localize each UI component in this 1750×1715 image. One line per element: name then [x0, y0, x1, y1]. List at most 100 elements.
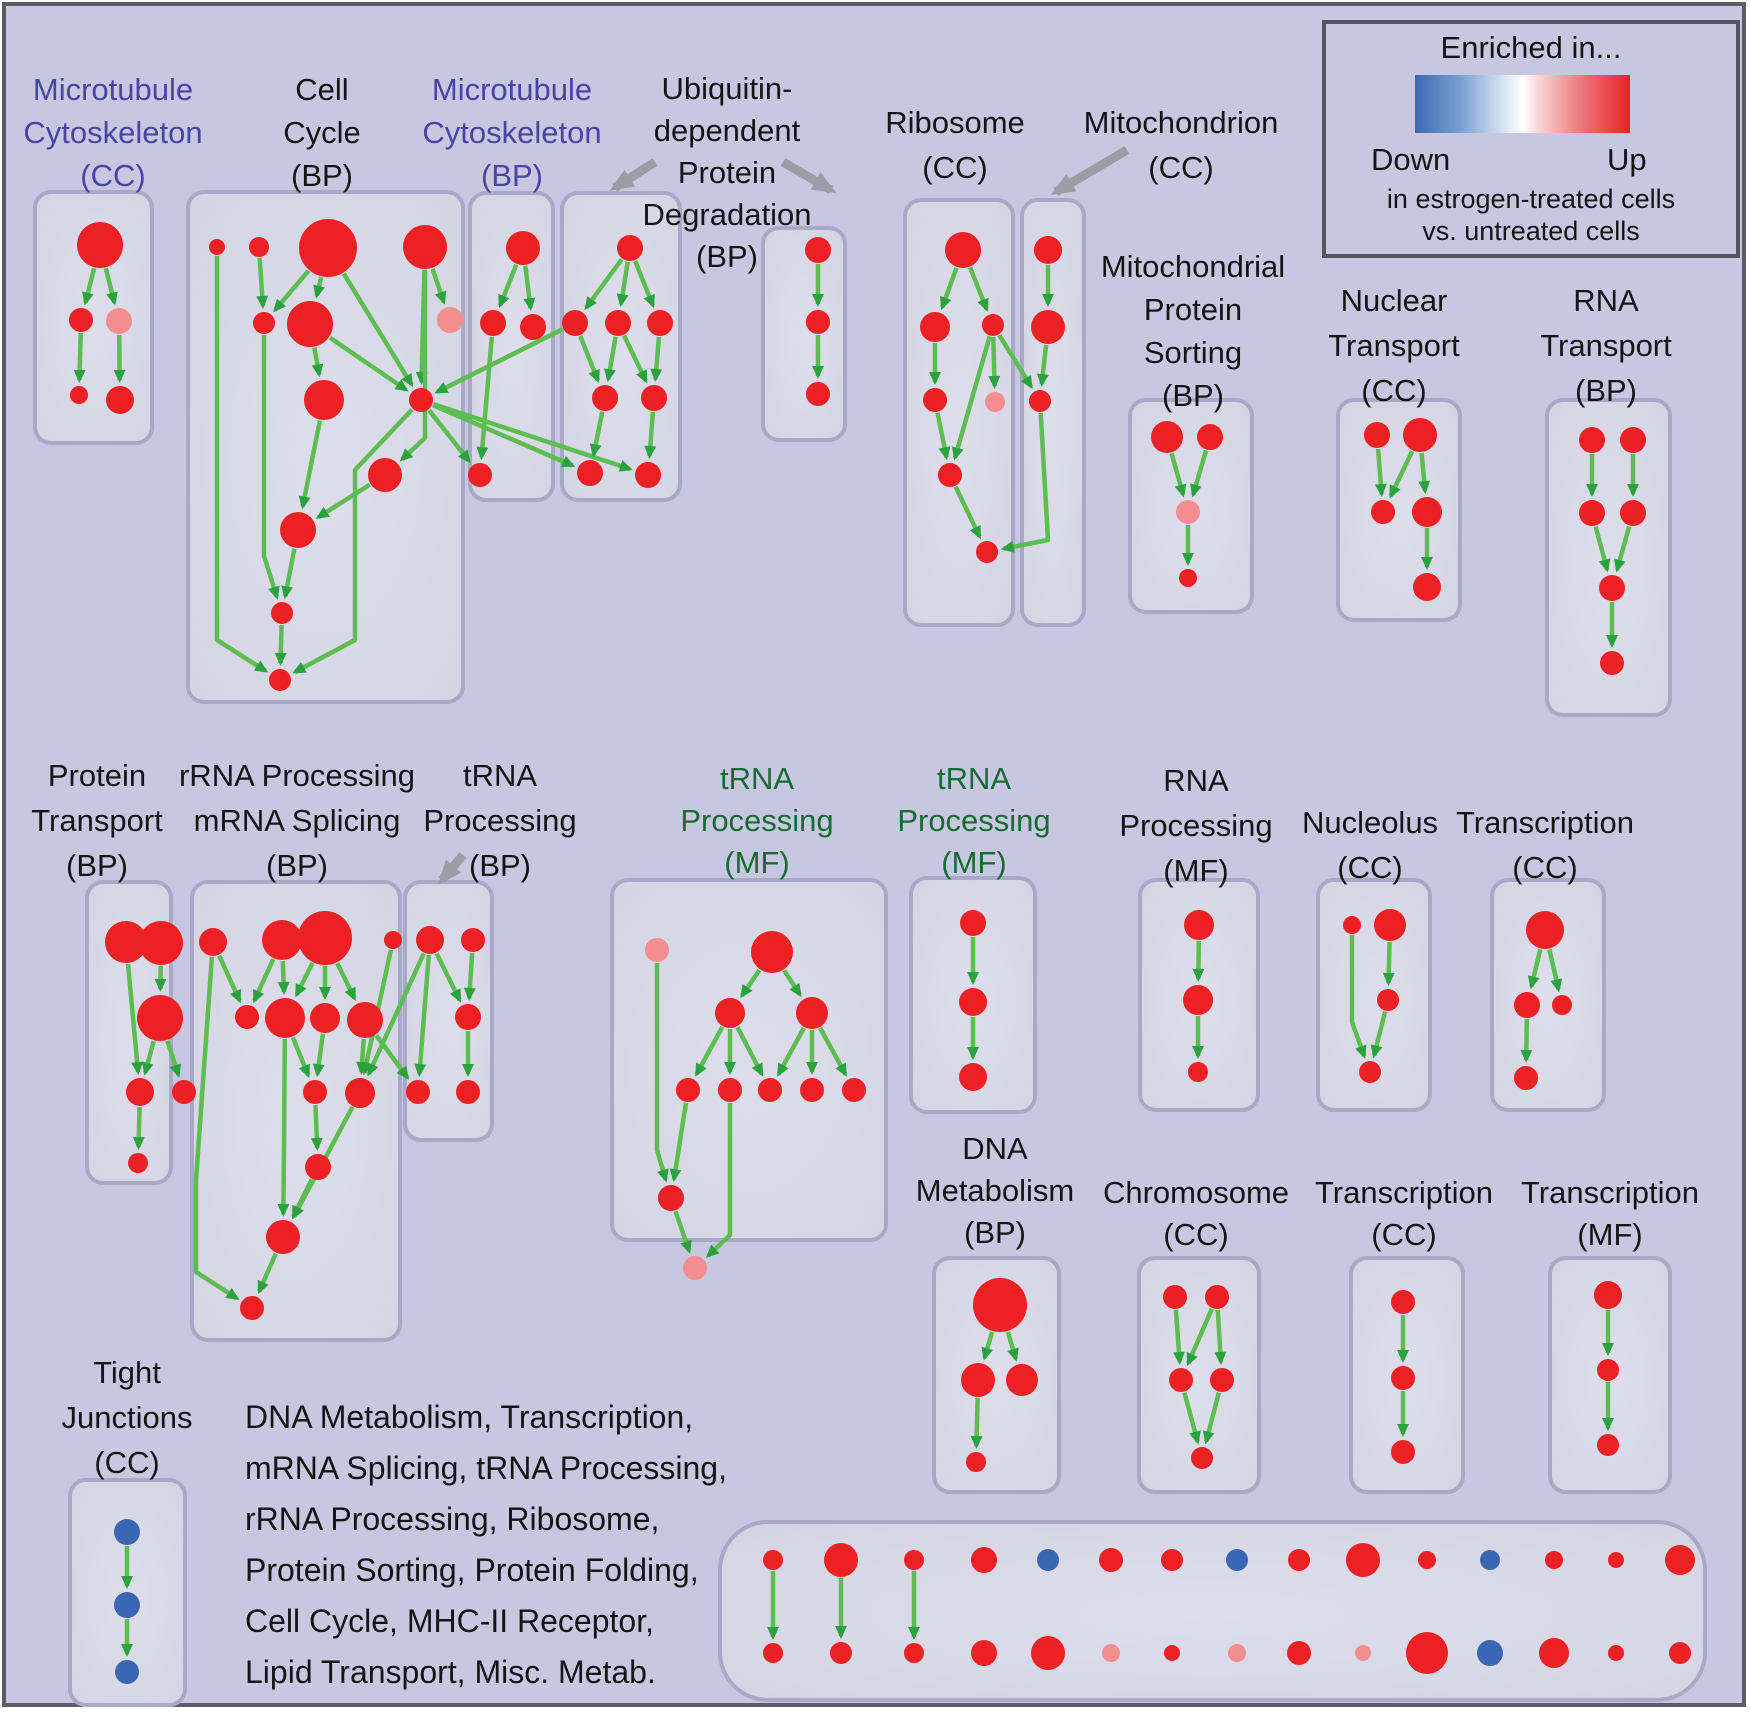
go-term-node-P2 — [1188, 1062, 1208, 1082]
go-term-node-X4t — [971, 1547, 997, 1573]
go-term-node-I1 — [1403, 418, 1437, 452]
go-term-node-V0 — [1594, 1281, 1622, 1309]
go-term-node-L2 — [298, 911, 352, 965]
label-ubiquitin-protein-degradation-bp: Ubiquitin-dependent Protein Degradation (BP… — [497, 68, 957, 278]
go-term-node-X10b — [1355, 1645, 1371, 1661]
go-term-node-F6 — [976, 541, 998, 563]
label-trna-processing-bp: tRNA Processing (BP) — [270, 753, 730, 888]
go-term-node-B2 — [299, 219, 357, 277]
edge-L0-L4 — [217, 954, 242, 1004]
edge-B2-B9 — [341, 272, 414, 388]
go-term-node-B11 — [271, 602, 293, 624]
go-term-node-K1 — [139, 921, 183, 965]
go-term-node-A1 — [69, 308, 93, 332]
edge-B11-B12 — [274, 624, 287, 666]
edge-N9-N10 — [673, 1210, 692, 1254]
unclustered-modules-note: DNA Metabolism, Transcription, mRNA Splic… — [245, 1392, 765, 1698]
edge-F2-F5 — [951, 335, 992, 461]
go-term-node-X15b — [1669, 1642, 1691, 1664]
go-term-node-X8t — [1226, 1549, 1248, 1571]
go-term-node-M1 — [461, 928, 485, 952]
footnote-line: mRNA Splicing, tRNA Processing, — [245, 1450, 727, 1486]
go-term-node-L8 — [303, 1080, 327, 1104]
edge-S0-S1 — [981, 1331, 995, 1361]
label-trna-processing-mf-2: tRNA Processing (MF) — [744, 758, 1204, 884]
label-line: DNA — [962, 1131, 1028, 1166]
edge-N2-N4 — [694, 1025, 725, 1077]
label-line: Nucleolus — [1301, 805, 1439, 840]
go-term-node-J1 — [1620, 427, 1646, 453]
label-line: Transport — [31, 803, 163, 838]
go-term-node-I2 — [1371, 500, 1395, 524]
go-term-node-B12 — [269, 669, 291, 691]
go-term-node-Q1 — [1374, 909, 1406, 941]
label-line: Protein — [47, 758, 147, 793]
go-term-node-X11b — [1406, 1632, 1448, 1674]
label-line: Junctions — [61, 1400, 193, 1435]
go-term-node-C1 — [480, 310, 506, 336]
go-term-node-E2 — [806, 382, 830, 406]
label-tight-junctions-cc: Tight Junctions (CC) — [0, 1350, 357, 1485]
edge-A1-A3 — [73, 332, 86, 383]
go-term-node-B1 — [249, 237, 269, 257]
edge-R1-R3 — [1520, 1018, 1533, 1063]
go-term-node-W2 — [115, 1660, 139, 1684]
label-line: (BP) — [1162, 378, 1224, 413]
go-term-node-C0 — [506, 231, 540, 265]
go-term-node-T2 — [1169, 1368, 1193, 1392]
label-line: Transcription — [1455, 805, 1635, 840]
go-term-node-X13t — [1545, 1551, 1563, 1569]
go-term-node-H3 — [1179, 569, 1197, 587]
label-line: (CC) — [1371, 1217, 1437, 1252]
edge-K2-K3 — [142, 1040, 156, 1076]
edge-M1-M2 — [463, 952, 476, 1001]
footnote-line: Lipid Transport, Misc. Metab. — [245, 1654, 656, 1690]
go-term-node-K2 — [137, 995, 183, 1041]
label-line: Transport — [1540, 328, 1672, 363]
edge-L10-L11 — [291, 1178, 314, 1220]
go-term-node-X4b — [971, 1640, 997, 1666]
go-term-node-J0 — [1579, 427, 1605, 453]
go-term-node-L4 — [235, 1005, 259, 1029]
edge-L6-L8 — [312, 1033, 326, 1078]
go-term-node-X11t — [1418, 1551, 1436, 1569]
label-line: (MF) — [1577, 1217, 1643, 1252]
legend-gradient-bar — [1415, 75, 1630, 133]
transcription-cc-upper-box — [1490, 878, 1606, 1112]
edge-L7-L9 — [356, 1038, 369, 1075]
edge-L11-L12 — [257, 1252, 278, 1295]
network-nodes — [69, 219, 1695, 1684]
label-line: (CC) — [1163, 1217, 1229, 1252]
cluster-boxes — [33, 190, 1707, 1707]
edge-K2-K4 — [165, 1040, 182, 1078]
go-term-node-U0 — [1391, 1290, 1415, 1314]
label-line: (MF) — [1163, 853, 1229, 888]
go-term-node-T0 — [1163, 1285, 1187, 1309]
label-transcription-cc-upper: Transcription (CC) — [1315, 800, 1750, 890]
edge-N1-N2 — [740, 968, 762, 999]
go-term-node-K0 — [105, 921, 147, 963]
edge-F0-F1 — [939, 267, 959, 311]
edge-B7-B10 — [298, 420, 323, 510]
go-term-node-X10t — [1346, 1543, 1380, 1577]
label-microtubule-cytoskeleton-bp: Microtubule Cytoskeleton (BP) — [282, 68, 742, 197]
go-term-node-L5 — [265, 998, 305, 1038]
dna-metabolism-bp-box — [932, 1256, 1061, 1494]
go-term-node-A2 — [106, 308, 132, 334]
chromosome-cc-box — [1137, 1256, 1261, 1494]
edge-L2-L7 — [335, 962, 357, 1002]
go-term-node-X5t — [1037, 1549, 1059, 1571]
edge-D1-D4 — [604, 336, 618, 383]
edge-B2-B5 — [313, 276, 325, 299]
edge-L5-L8 — [290, 1036, 311, 1079]
go-term-node-L6 — [310, 1003, 340, 1033]
label-line: rRNA Processing — [178, 758, 416, 793]
go-term-node-J5 — [1600, 651, 1624, 675]
edge-L8-L10 — [310, 1104, 323, 1151]
go-term-node-B8 — [368, 458, 402, 492]
go-term-node-X9t — [1288, 1549, 1310, 1571]
go-term-node-X1t — [763, 1550, 783, 1570]
go-term-node-C2 — [520, 314, 546, 340]
go-term-node-G0 — [1034, 236, 1062, 264]
